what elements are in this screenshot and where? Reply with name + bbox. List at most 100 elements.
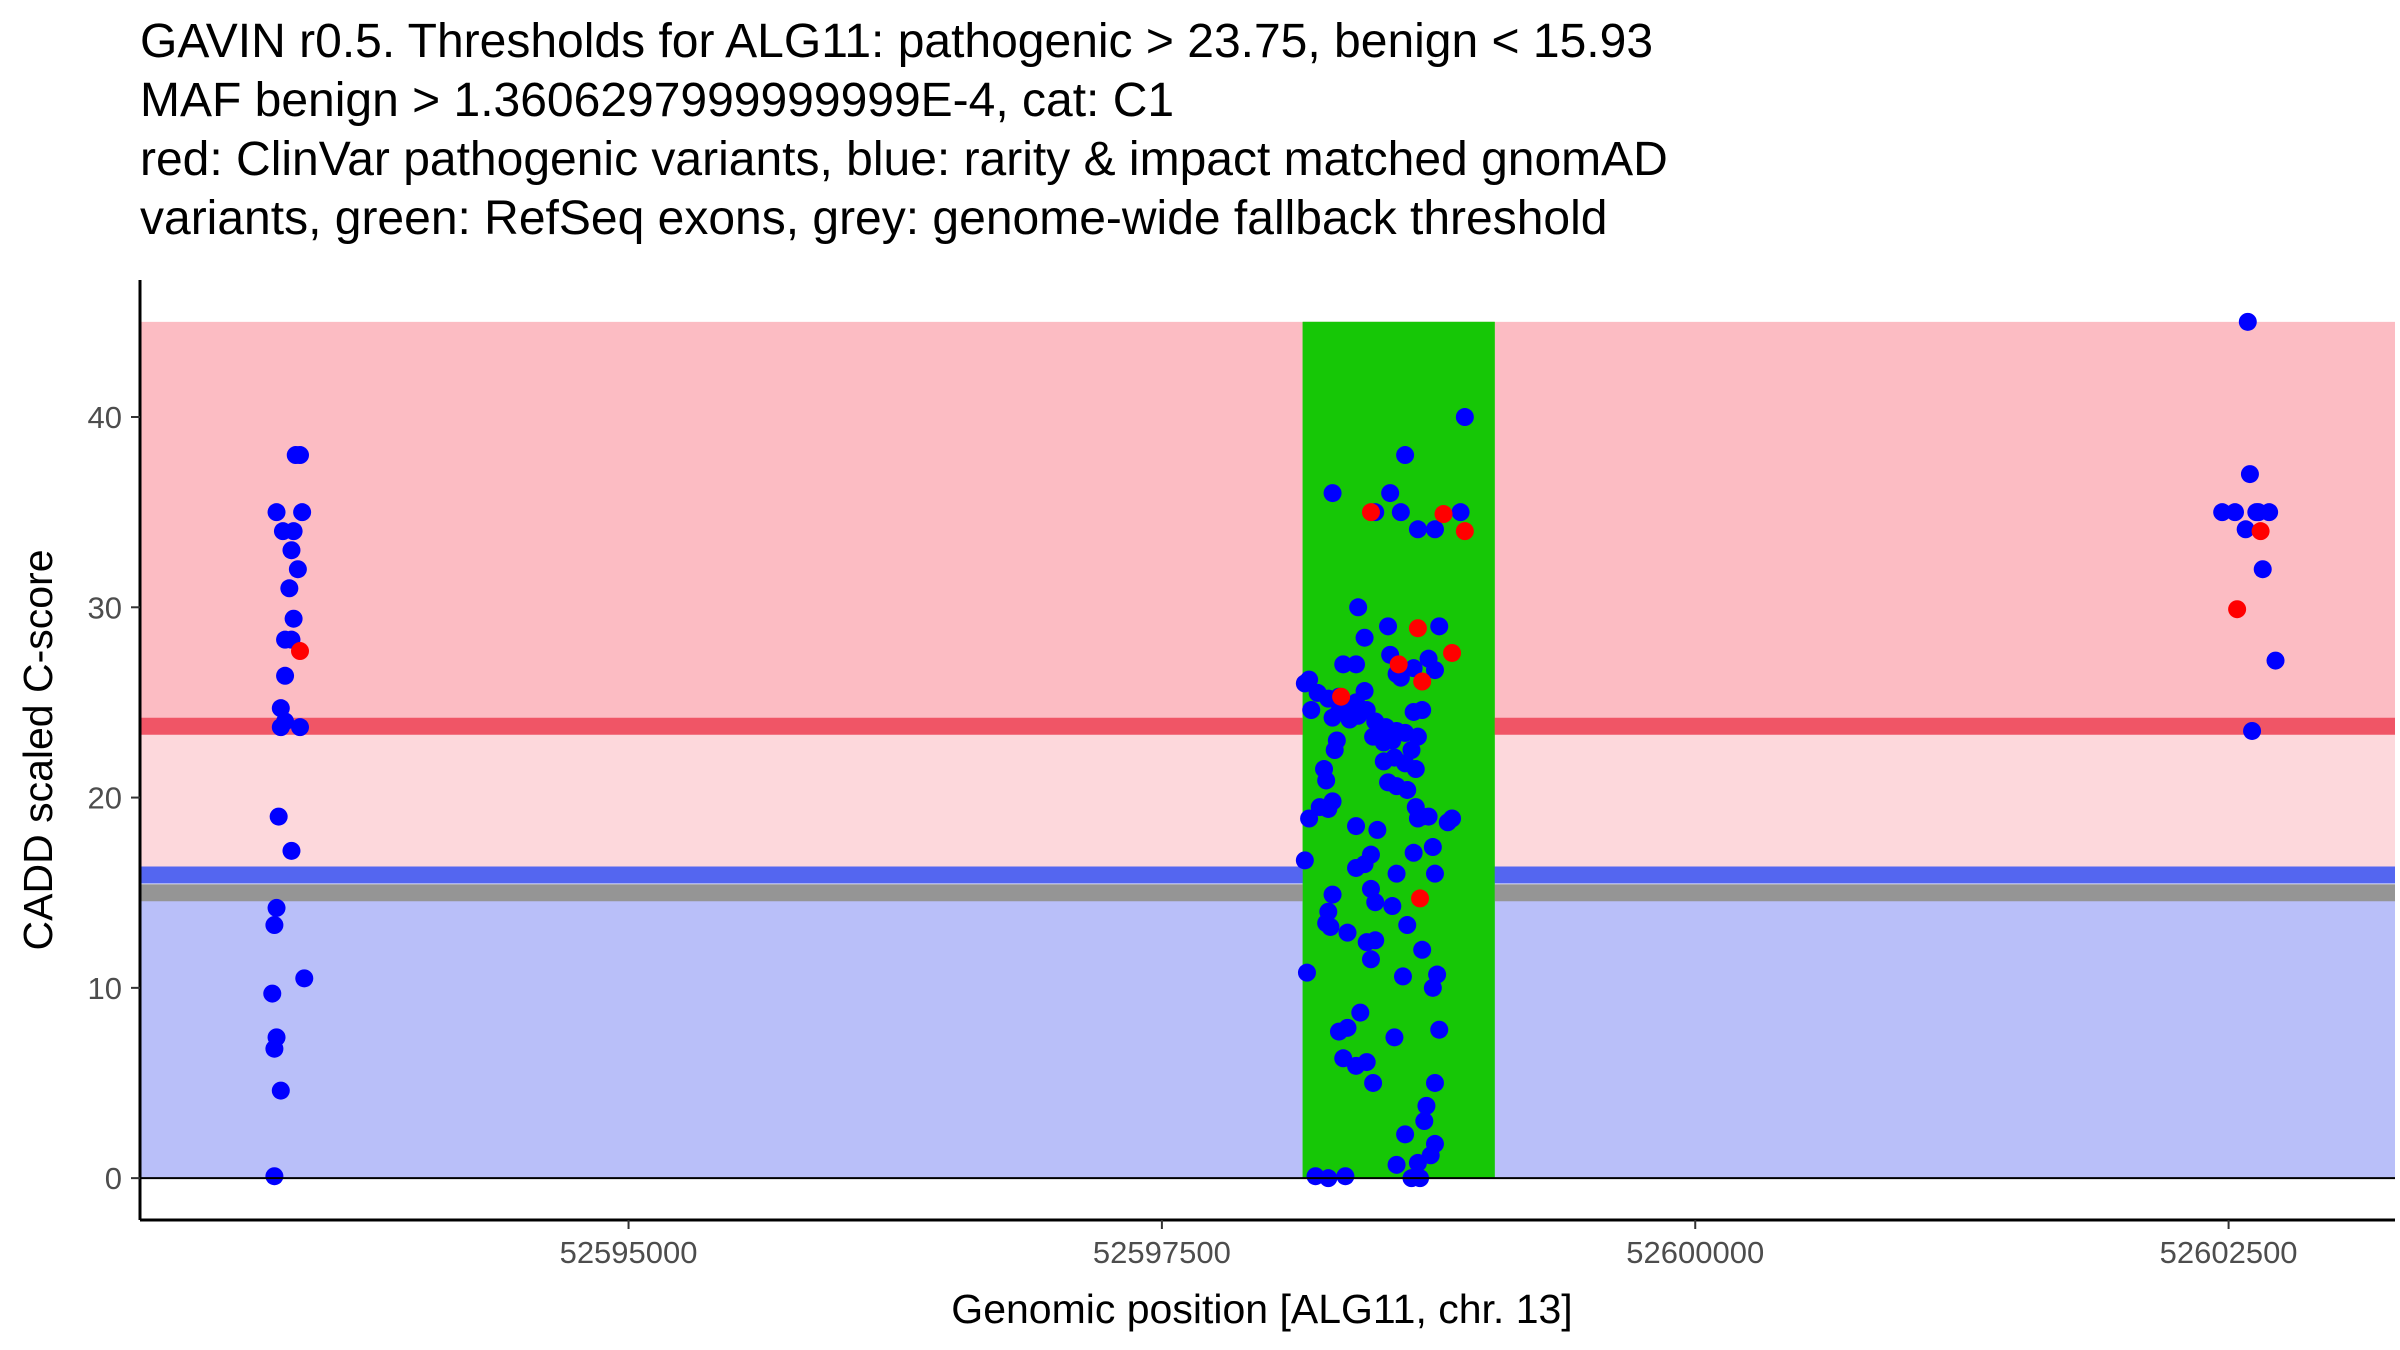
gnomad-point-37 [1349,598,1368,617]
gnomad-point-115 [1361,950,1380,969]
gnomad-point-144 [2213,503,2232,522]
gnomad-point-18 [269,807,288,826]
gnomad-point-127 [1364,1073,1383,1092]
gnomad-point-123 [1338,1018,1357,1037]
gnomad-point-118 [1297,963,1316,982]
gnomad-point-114 [1366,931,1385,950]
y-tick-label: 40 [88,400,122,435]
gnomad-point-112 [1338,923,1357,942]
data-points [263,312,2285,1188]
gnomad-point-19 [282,841,301,860]
gnomad-point-121 [1351,1003,1370,1022]
gnomad-point-56 [1355,682,1374,701]
title-line-3: red: ClinVar pathogenic variants, blue: … [140,133,1668,186]
gnomad-point-151 [2238,312,2257,331]
gnomad-point-48 [1404,659,1423,678]
gnomad-point-40 [1430,617,1449,636]
title-line-1: GAVIN r0.5. Thresholds for ALG11: pathog… [140,15,1653,68]
gnomad-point-149 [2249,503,2268,522]
clinvar-point-7 [1434,505,1453,524]
y-tick-label: 20 [88,781,122,816]
gnomad-point-91 [1347,817,1366,836]
y-axis-ticks: 0 10 20 30 40 [88,400,140,1196]
gnomad-point-13 [276,666,295,685]
gnomad-point-39 [1379,617,1398,636]
gnomad-point-38 [1355,628,1374,647]
gnomad-point-17 [291,718,310,737]
gnomad-point-47 [1391,668,1410,687]
clinvar-point-10 [1411,889,1430,908]
gnomad-point-36 [1455,408,1474,427]
gnomad-point-9 [280,579,299,598]
gnomad-point-4 [293,503,312,522]
y-axis-title: CADD scaled C-score [15,550,61,951]
gnomad-point-20 [267,898,286,917]
gnomad-point-26 [265,1167,284,1186]
clinvar-point-12 [2251,522,2270,541]
gnomad-point-24 [265,1039,284,1058]
gnomad-point-119 [1393,967,1412,986]
gnomad-point-7 [282,541,301,560]
gnomad-point-116 [1398,916,1417,935]
gnomad-point-90 [1310,798,1329,817]
gnomad-point-71 [1325,741,1344,759]
gnomad-point-97 [1404,843,1423,862]
gnomad-point-89 [1300,809,1319,828]
gnomad-point-145 [2225,503,2244,522]
gnomad-point-94 [1419,807,1438,826]
clinvar-point-2 [1332,687,1351,706]
gnomad-point-126 [1347,1056,1366,1075]
gnomad-point-101 [1361,845,1380,864]
gnomad-point-117 [1413,940,1432,959]
x-axis-ticks: 52595000 52597500 52600000 52602500 [560,1220,2298,1270]
gnomad-point-131 [1425,1073,1444,1092]
clinvar-point-11 [2228,600,2247,619]
x-tick-label: 52595000 [560,1235,698,1270]
gnomad-point-30 [1396,446,1415,465]
gnomad-point-100 [1347,858,1366,877]
clinvar-point-3 [1361,503,1380,522]
gnomad-point-98 [1423,838,1442,857]
gnomad-point-84 [1398,780,1417,799]
gnomad-point-92 [1368,820,1387,839]
gnomad-point-35 [1451,503,1470,522]
gnomad-point-57 [1302,701,1321,720]
gnomad-point-153 [2266,651,2285,670]
region-pathogenic-band [140,321,2395,727]
clinvar-point-8 [1455,522,1474,541]
gnomad-point-22 [263,984,282,1003]
gnomad-point-74 [1383,731,1402,750]
gnomad-point-105 [1323,885,1342,904]
gnomad-point-102 [1387,864,1406,883]
title-line-4: variants, green: RefSeq exons, grey: gen… [140,192,1607,245]
gnomad-point-150 [2236,520,2255,539]
gnomad-point-10 [284,609,303,628]
region-uncertain-band [140,726,2395,876]
gnomad-point-137 [1408,1153,1427,1172]
gnomad-point-134 [1396,1125,1415,1144]
gnomad-point-133 [1415,1112,1434,1131]
gnomad-point-32 [1391,503,1410,522]
gnomad-point-25 [271,1081,290,1100]
clinvar-point-9 [1443,643,1462,662]
gnomad-point-128 [1385,1028,1404,1047]
gnomad-point-45 [1347,655,1366,674]
y-tick-label: 10 [88,971,122,1006]
gnomad-point-2 [291,446,310,465]
gnomad-point-43 [1425,661,1444,680]
gnomad-point-148 [2240,465,2259,484]
gnomad-point-143 [1336,1167,1355,1186]
gnomad-point-69 [1413,701,1432,720]
gnomad-point-96 [1443,809,1462,828]
clinvar-point-6 [1413,672,1432,691]
x-tick-label: 52597500 [1093,1235,1231,1270]
gnomad-point-33 [1408,520,1427,539]
gnomad-point-6 [284,522,303,541]
gnomad-point-154 [2243,721,2262,740]
gnomad-point-130 [1430,1020,1449,1039]
gnomad-point-44 [1334,655,1353,674]
gnomad-point-107 [1366,893,1385,912]
gnomad-point-27 [295,969,314,988]
x-tick-label: 52600000 [1626,1235,1764,1270]
